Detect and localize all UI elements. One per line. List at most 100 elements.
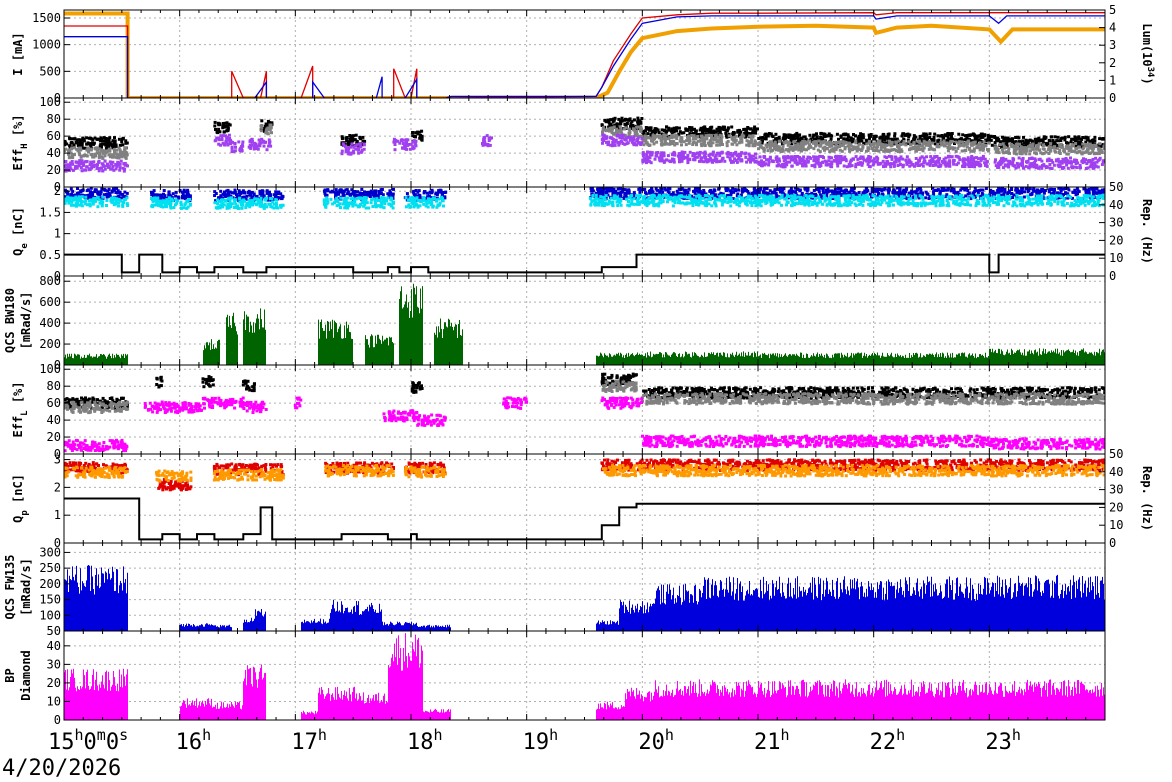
data-point bbox=[248, 193, 252, 197]
data-point bbox=[623, 142, 627, 146]
data-point bbox=[89, 144, 93, 148]
data-point bbox=[1052, 163, 1056, 167]
data-point bbox=[85, 196, 89, 200]
data-point bbox=[73, 153, 76, 157]
data-point bbox=[821, 146, 825, 150]
data-point bbox=[483, 143, 487, 147]
data-point bbox=[808, 133, 812, 137]
data-point bbox=[937, 145, 941, 149]
data-point bbox=[1058, 145, 1062, 149]
data-point bbox=[636, 125, 640, 129]
data-point bbox=[749, 160, 752, 164]
data-point bbox=[258, 138, 261, 142]
data-point bbox=[697, 135, 701, 139]
data-point bbox=[1003, 139, 1007, 143]
data-point bbox=[1020, 147, 1024, 151]
data-point bbox=[1016, 135, 1020, 139]
data-point bbox=[917, 164, 921, 167]
data-point bbox=[973, 136, 977, 140]
data-point bbox=[663, 139, 667, 143]
data-point bbox=[482, 137, 486, 141]
data-point bbox=[106, 165, 110, 169]
data-point bbox=[485, 134, 489, 138]
data-point bbox=[334, 188, 338, 192]
data-point bbox=[124, 152, 128, 156]
data-point bbox=[784, 161, 788, 165]
data-point bbox=[940, 187, 944, 190]
data-point bbox=[830, 144, 834, 148]
data-point bbox=[1058, 165, 1062, 169]
data-point bbox=[983, 161, 987, 165]
data-point bbox=[111, 155, 114, 159]
data-point bbox=[1043, 137, 1047, 140]
data-point bbox=[665, 125, 668, 129]
data-point bbox=[950, 132, 954, 135]
data-point bbox=[967, 137, 971, 141]
data-point bbox=[97, 167, 101, 170]
data-point bbox=[262, 127, 266, 130]
data-point bbox=[940, 160, 944, 163]
data-point bbox=[983, 157, 987, 161]
data-point bbox=[237, 191, 241, 195]
data-point bbox=[834, 148, 838, 152]
data-point bbox=[994, 145, 998, 149]
data-point bbox=[775, 160, 779, 164]
data-point bbox=[881, 188, 885, 192]
data-point bbox=[1067, 188, 1071, 192]
data-point bbox=[334, 191, 338, 195]
data-point bbox=[1023, 190, 1026, 194]
data-point bbox=[1082, 146, 1086, 150]
data-point bbox=[972, 149, 976, 153]
data-point bbox=[650, 151, 654, 155]
data-point bbox=[840, 156, 844, 160]
data-point bbox=[417, 189, 421, 193]
data-point bbox=[845, 138, 848, 142]
data-point bbox=[636, 120, 640, 124]
data-point bbox=[932, 135, 936, 139]
data-point bbox=[911, 162, 915, 166]
data-point bbox=[831, 197, 835, 200]
data-point bbox=[72, 143, 76, 147]
data-point bbox=[776, 146, 780, 150]
data-point bbox=[724, 128, 728, 132]
data-point bbox=[162, 196, 166, 200]
data-point bbox=[350, 151, 354, 155]
data-point bbox=[92, 142, 95, 146]
data-point bbox=[708, 139, 712, 143]
data-point bbox=[777, 148, 781, 152]
data-point bbox=[1073, 188, 1077, 192]
data-point bbox=[812, 189, 816, 192]
data-point bbox=[800, 191, 804, 195]
data-point bbox=[262, 144, 266, 148]
data-point bbox=[1065, 144, 1069, 148]
data-point bbox=[636, 118, 640, 122]
data-point bbox=[220, 138, 224, 141]
data-point bbox=[228, 190, 232, 194]
data-point bbox=[74, 164, 78, 168]
data-point bbox=[674, 127, 678, 131]
data-point bbox=[1042, 164, 1046, 168]
data-point bbox=[1041, 187, 1045, 191]
data-point bbox=[901, 165, 905, 169]
data-point bbox=[826, 190, 830, 194]
data-point bbox=[859, 149, 863, 152]
data-point bbox=[669, 140, 672, 143]
data-point bbox=[624, 195, 628, 199]
data-point bbox=[347, 143, 351, 147]
data-point bbox=[706, 159, 710, 163]
data-point bbox=[115, 164, 119, 168]
data-point bbox=[1021, 139, 1025, 143]
data-point bbox=[660, 193, 663, 197]
data-point bbox=[824, 190, 828, 194]
data-point bbox=[98, 139, 102, 143]
data-point bbox=[720, 151, 724, 155]
data-point bbox=[633, 193, 637, 197]
data-point bbox=[749, 141, 753, 145]
data-point bbox=[1031, 147, 1035, 151]
data-point bbox=[672, 126, 676, 130]
data-point bbox=[722, 128, 726, 131]
data-point bbox=[108, 149, 112, 153]
data-point bbox=[487, 139, 491, 142]
data-point bbox=[1002, 144, 1006, 148]
data-point bbox=[731, 197, 735, 201]
